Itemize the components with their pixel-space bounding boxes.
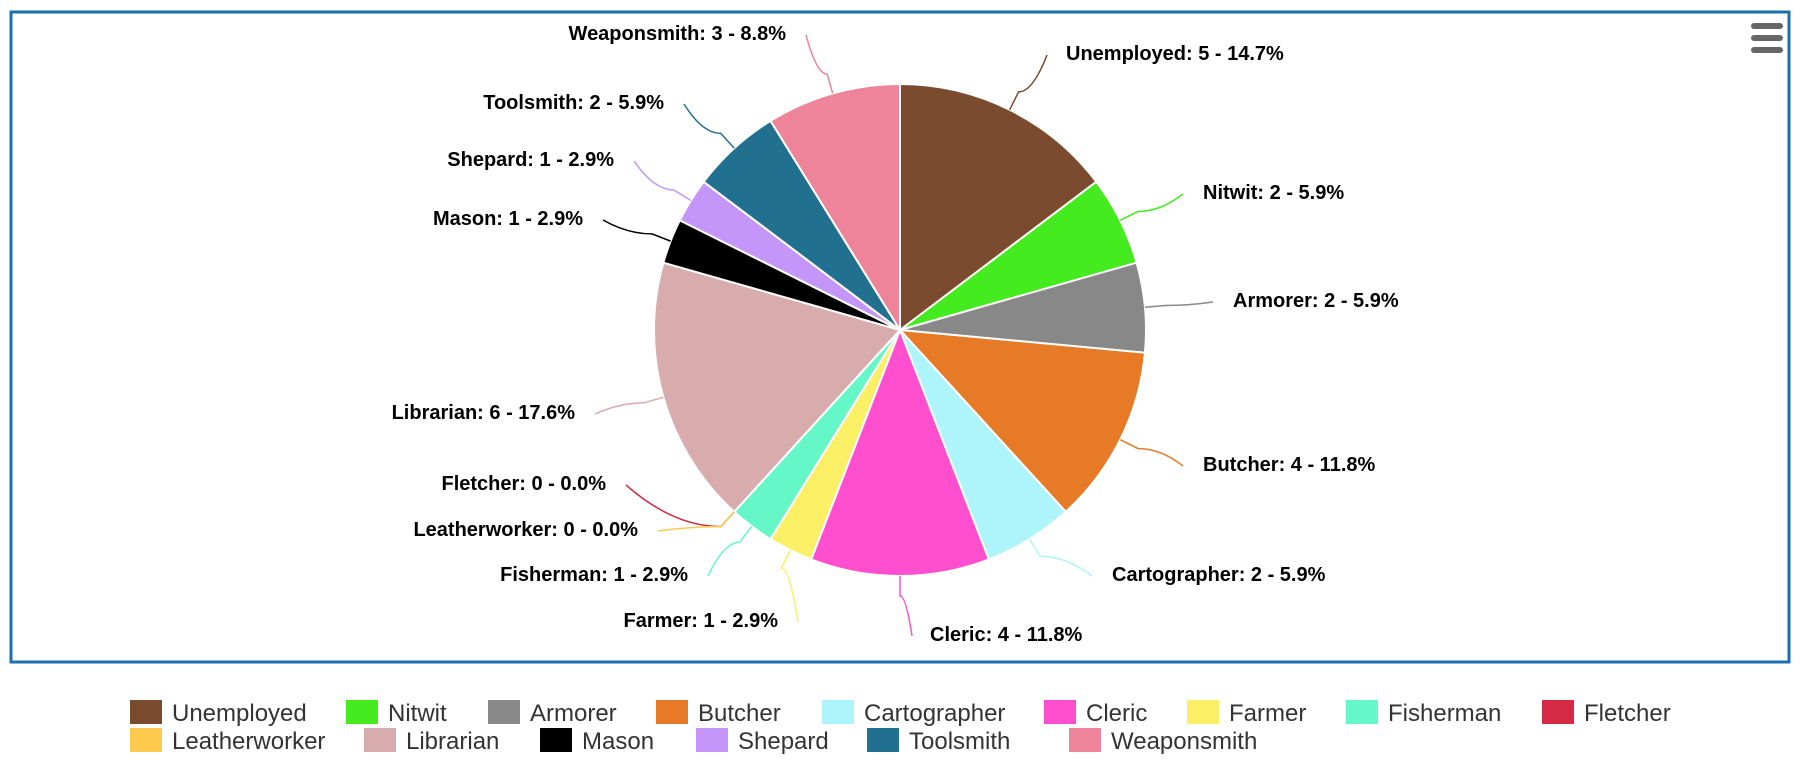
legend-label-toolsmith: Toolsmith xyxy=(909,728,1010,755)
connector-farmer xyxy=(780,549,799,623)
legend-swatch-mason xyxy=(540,728,572,752)
legend-item-armorer[interactable]: Armorer xyxy=(488,700,617,727)
legend-swatch-farmer xyxy=(1187,700,1219,724)
legend-label-shepard: Shepard xyxy=(738,728,829,755)
slice-label-weaponsmith: Weaponsmith: 3 - 8.8% xyxy=(569,23,787,45)
connector-librarian xyxy=(594,396,664,415)
legend-item-librarian[interactable]: Librarian xyxy=(364,728,499,755)
legend-swatch-weaponsmith xyxy=(1069,728,1101,752)
legend-label-leatherworker: Leatherworker xyxy=(172,728,325,755)
legend-item-fisherman[interactable]: Fisherman xyxy=(1346,700,1501,727)
pie-slice-weaponsmith[interactable] xyxy=(769,82,901,334)
legend-item-fletcher[interactable]: Fletcher xyxy=(1542,700,1671,727)
legend-item-farmer[interactable]: Farmer xyxy=(1187,700,1306,727)
legend-item-leatherworker[interactable]: Leatherworker xyxy=(130,728,325,755)
legend-swatch-fletcher xyxy=(1542,700,1574,724)
legend-item-cleric[interactable]: Cleric xyxy=(1044,700,1147,727)
pie-slice-butcher[interactable] xyxy=(897,328,1147,514)
slice-label-fisherman: Fisherman: 1 - 2.9% xyxy=(500,564,688,586)
legend-label-nitwit: Nitwit xyxy=(388,700,447,727)
connector-unemployed xyxy=(1008,54,1048,111)
legend-label-fletcher: Fletcher xyxy=(1584,700,1671,727)
slice-label-cleric: Cleric: 4 - 11.8% xyxy=(930,624,1083,646)
legend-swatch-fisherman xyxy=(1346,700,1378,724)
legend-item-nitwit[interactable]: Nitwit xyxy=(346,700,447,727)
slice-label-toolsmith: Toolsmith: 2 - 5.9% xyxy=(483,92,664,114)
legend-swatch-armorer xyxy=(488,700,520,724)
legend-swatch-cleric xyxy=(1044,700,1076,724)
connector-mason xyxy=(602,219,671,242)
slice-label-nitwit: Nitwit: 2 - 5.9% xyxy=(1203,182,1344,204)
connector-armorer xyxy=(1144,301,1214,309)
legend-label-librarian: Librarian xyxy=(406,728,499,755)
connector-leatherworker xyxy=(657,511,735,532)
legend-item-toolsmith[interactable]: Toolsmith xyxy=(867,728,1010,755)
connector-cleric xyxy=(899,576,913,637)
slice-label-armorer: Armorer: 2 - 5.9% xyxy=(1233,290,1399,312)
legend-swatch-butcher xyxy=(656,700,688,724)
legend-swatch-shepard xyxy=(696,728,728,752)
hamburger-menu-icon[interactable] xyxy=(1747,20,1787,56)
connector-cartographer xyxy=(1028,538,1093,577)
pie-slice-librarian[interactable] xyxy=(653,261,902,514)
pie-slice-cleric[interactable] xyxy=(809,327,991,577)
legend-swatch-cartographer xyxy=(822,700,854,724)
legend-swatch-librarian xyxy=(364,728,396,752)
connector-nitwit xyxy=(1119,193,1184,222)
legend-swatch-nitwit xyxy=(346,700,378,724)
slice-label-shepard: Shepard: 1 - 2.9% xyxy=(447,149,614,171)
legend-item-mason[interactable]: Mason xyxy=(540,728,654,755)
legend-label-fisherman: Fisherman xyxy=(1388,700,1501,727)
connector-weaponsmith xyxy=(805,34,834,94)
legend-item-weaponsmith[interactable]: Weaponsmith xyxy=(1069,728,1257,755)
legend-label-armorer: Armorer xyxy=(530,700,617,727)
legend-label-cleric: Cleric xyxy=(1086,700,1147,727)
connector-fisherman xyxy=(707,525,753,577)
legend-label-cartographer: Cartographer xyxy=(864,700,1005,727)
legend-swatch-toolsmith xyxy=(867,728,899,752)
connector-shepard xyxy=(633,160,692,202)
legend-swatch-leatherworker xyxy=(130,728,162,752)
legend-item-shepard[interactable]: Shepard xyxy=(696,728,829,755)
slice-label-leatherworker: Leatherworker: 0 - 0.0% xyxy=(413,519,638,541)
slice-label-librarian: Librarian: 6 - 17.6% xyxy=(392,402,576,424)
legend-item-cartographer[interactable]: Cartographer xyxy=(822,700,1005,727)
connector-butcher xyxy=(1119,438,1184,467)
label-connectors xyxy=(594,34,1214,637)
pie-slices xyxy=(653,82,1147,577)
slice-label-unemployed: Unemployed: 5 - 14.7% xyxy=(1066,43,1284,65)
slice-label-butcher: Butcher: 4 - 11.8% xyxy=(1203,454,1376,476)
legend: Unemployed Nitwit Armorer Butcher Cartograph… xyxy=(130,700,1671,755)
legend-item-butcher[interactable]: Butcher xyxy=(656,700,781,727)
legend-label-mason: Mason xyxy=(582,728,654,755)
slice-label-mason: Mason: 1 - 2.9% xyxy=(433,208,583,230)
slice-label-cartographer: Cartographer: 2 - 5.9% xyxy=(1112,564,1326,586)
legend-swatch-unemployed xyxy=(130,700,162,724)
pie-slice-unemployed[interactable] xyxy=(899,82,1098,333)
legend-label-butcher: Butcher xyxy=(698,700,781,727)
slice-labels: Unemployed: 5 - 14.7% Nitwit: 2 - 5.9% Arm… xyxy=(392,23,1399,646)
legend-item-unemployed[interactable]: Unemployed xyxy=(130,700,307,727)
legend-label-farmer: Farmer xyxy=(1229,700,1306,727)
legend-label-weaponsmith: Weaponsmith xyxy=(1111,728,1257,755)
slice-label-farmer: Farmer: 1 - 2.9% xyxy=(623,610,778,632)
legend-label-unemployed: Unemployed xyxy=(172,700,307,727)
slice-label-fletcher: Fletcher: 0 - 0.0% xyxy=(441,473,606,495)
connector-toolsmith xyxy=(683,103,735,149)
